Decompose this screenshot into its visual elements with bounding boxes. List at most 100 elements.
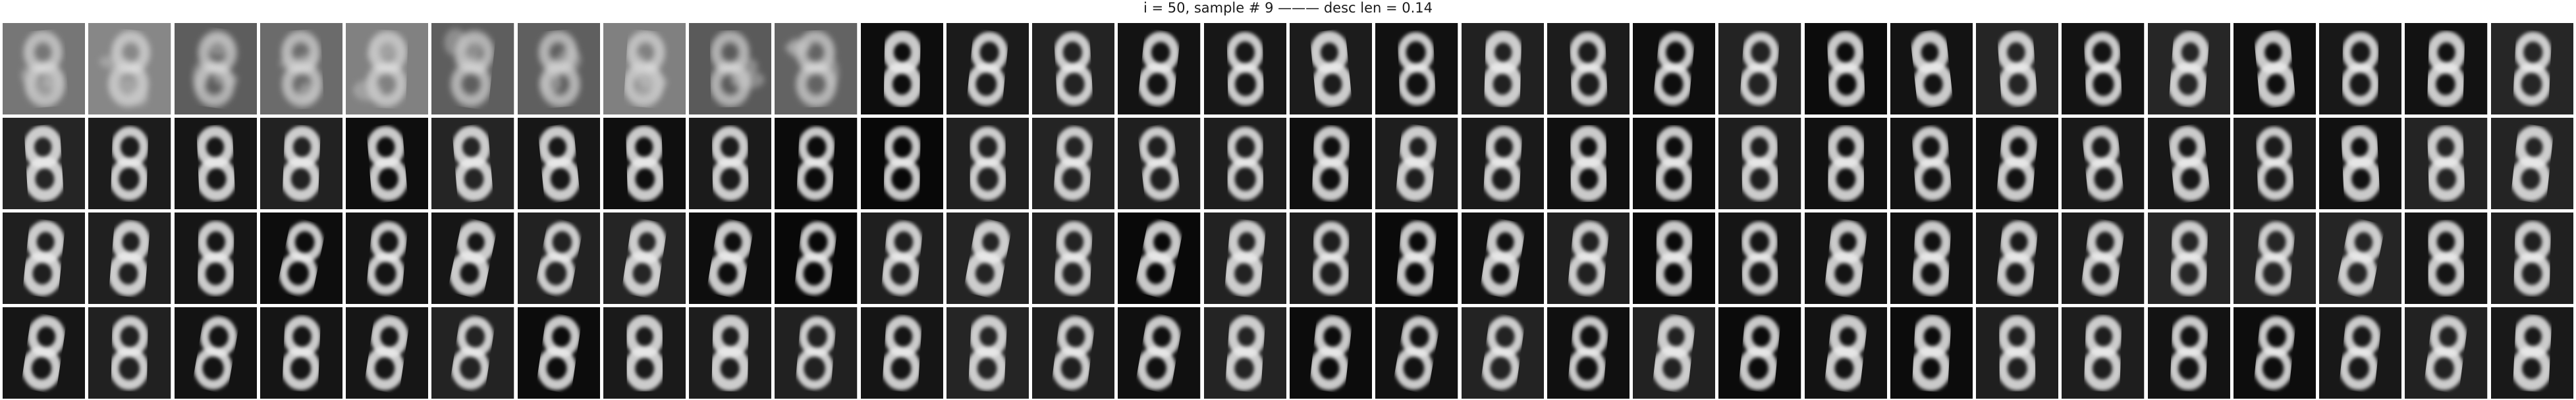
sample-image (88, 118, 171, 209)
sample-image (603, 307, 686, 399)
sample-image (946, 307, 1029, 399)
sample-image (1976, 307, 2059, 399)
sample-image (346, 118, 429, 209)
sample-image (88, 23, 171, 114)
sample-image (174, 307, 257, 399)
sample-image (775, 118, 858, 209)
sample-image (1290, 118, 1373, 209)
sample-image (174, 213, 257, 304)
sample-image (860, 307, 943, 399)
sample-image (1547, 213, 1630, 304)
sample-image (946, 23, 1029, 114)
sample-image (431, 23, 514, 114)
sample-image (2319, 307, 2402, 399)
sample-image (1118, 118, 1201, 209)
sample-image (1203, 118, 1286, 209)
sample-image (1461, 23, 1544, 114)
sample-image (2062, 307, 2145, 399)
sample-image (1547, 23, 1630, 114)
sample-image (1976, 213, 2059, 304)
sample-image (1718, 307, 1801, 399)
sample-image (689, 118, 772, 209)
sample-image (2405, 307, 2488, 399)
sample-image (431, 213, 514, 304)
sample-image (1633, 213, 1716, 304)
sample-image (689, 213, 772, 304)
sample-image (2490, 23, 2573, 114)
sample-image (1375, 307, 1458, 399)
sample-image (88, 213, 171, 304)
sample-image (1203, 213, 1286, 304)
sample-image (2147, 307, 2230, 399)
sample-image (2233, 23, 2316, 114)
sample-image (431, 307, 514, 399)
sample-image (3, 213, 86, 304)
sample-image (260, 307, 343, 399)
sample-image (1804, 23, 1887, 114)
sample-image (2062, 213, 2145, 304)
sample-image (260, 23, 343, 114)
sample-image (1375, 23, 1458, 114)
sample-image (946, 213, 1029, 304)
sample-image (1976, 118, 2059, 209)
sample-image (1461, 213, 1544, 304)
sample-image (1290, 23, 1373, 114)
sample-image (174, 118, 257, 209)
sample-image (1547, 307, 1630, 399)
sample-image (1976, 23, 2059, 114)
sample-image (2319, 23, 2402, 114)
sample-image (860, 213, 943, 304)
sample-image (1547, 118, 1630, 209)
sample-image (1718, 23, 1801, 114)
sample-image (1290, 213, 1373, 304)
sample-image (689, 307, 772, 399)
sample-image (1890, 307, 1973, 399)
sample-image (1032, 213, 1115, 304)
sample-image (2319, 213, 2402, 304)
sample-image (1118, 23, 1201, 114)
sample-image (260, 118, 343, 209)
sample-image (2233, 307, 2316, 399)
sample-image (1633, 118, 1716, 209)
sample-image (1290, 307, 1373, 399)
sample-image (88, 307, 171, 399)
sample-image (517, 307, 600, 399)
sample-image (3, 307, 86, 399)
sample-image (1032, 307, 1115, 399)
sample-image (1032, 23, 1115, 114)
sample-image (517, 23, 600, 114)
sample-image (2490, 213, 2573, 304)
sample-image (1633, 307, 1716, 399)
sample-image (1890, 23, 1973, 114)
sample-image (260, 213, 343, 304)
sample-image (1890, 118, 1973, 209)
sample-image (1375, 213, 1458, 304)
sample-image (775, 23, 858, 114)
sample-image (860, 23, 943, 114)
sample-image (775, 213, 858, 304)
sample-image (1804, 213, 1887, 304)
sample-image (860, 118, 943, 209)
sample-image (946, 118, 1029, 209)
sample-image (2062, 23, 2145, 114)
sample-image (2405, 23, 2488, 114)
sample-image (431, 118, 514, 209)
sample-image (1718, 213, 1801, 304)
sample-image (1890, 213, 1973, 304)
sample-image (346, 23, 429, 114)
sample-image (2233, 118, 2316, 209)
sample-image (517, 118, 600, 209)
sample-image (689, 23, 772, 114)
sample-image (2147, 213, 2230, 304)
sample-image (1203, 307, 1286, 399)
sample-image (1718, 118, 1801, 209)
sample-image (1461, 307, 1544, 399)
sample-image (2147, 23, 2230, 114)
sample-image (2490, 307, 2573, 399)
sample-image (2233, 213, 2316, 304)
sample-image (1375, 118, 1458, 209)
sample-image (603, 213, 686, 304)
sample-image (2405, 118, 2488, 209)
sample-image (603, 118, 686, 209)
